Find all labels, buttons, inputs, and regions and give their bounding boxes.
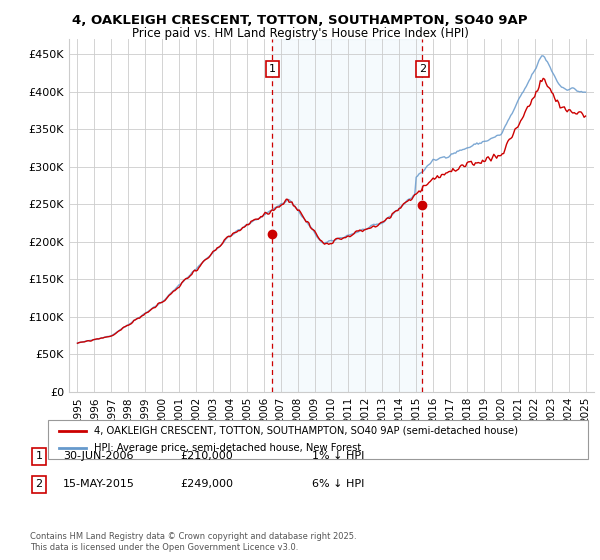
Bar xyxy=(272,39,422,392)
Text: Contains HM Land Registry data © Crown copyright and database right 2025.
This d: Contains HM Land Registry data © Crown c… xyxy=(30,532,356,552)
Text: 15-MAY-2015: 15-MAY-2015 xyxy=(63,479,135,489)
Text: 1% ↓ HPI: 1% ↓ HPI xyxy=(312,451,364,461)
Text: £249,000: £249,000 xyxy=(180,479,233,489)
Text: 4, OAKLEIGH CRESCENT, TOTTON, SOUTHAMPTON, SO40 9AP: 4, OAKLEIGH CRESCENT, TOTTON, SOUTHAMPTO… xyxy=(72,14,528,27)
Text: £210,000: £210,000 xyxy=(180,451,233,461)
FancyBboxPatch shape xyxy=(48,420,588,459)
Text: 1: 1 xyxy=(35,451,43,461)
Text: 2: 2 xyxy=(419,64,426,74)
Text: 1: 1 xyxy=(269,64,276,74)
Text: 2: 2 xyxy=(35,479,43,489)
Text: 30-JUN-2006: 30-JUN-2006 xyxy=(63,451,133,461)
Text: HPI: Average price, semi-detached house, New Forest: HPI: Average price, semi-detached house,… xyxy=(94,443,361,453)
Text: 6% ↓ HPI: 6% ↓ HPI xyxy=(312,479,364,489)
Text: 4, OAKLEIGH CRESCENT, TOTTON, SOUTHAMPTON, SO40 9AP (semi-detached house): 4, OAKLEIGH CRESCENT, TOTTON, SOUTHAMPTO… xyxy=(94,426,518,436)
Text: Price paid vs. HM Land Registry's House Price Index (HPI): Price paid vs. HM Land Registry's House … xyxy=(131,27,469,40)
